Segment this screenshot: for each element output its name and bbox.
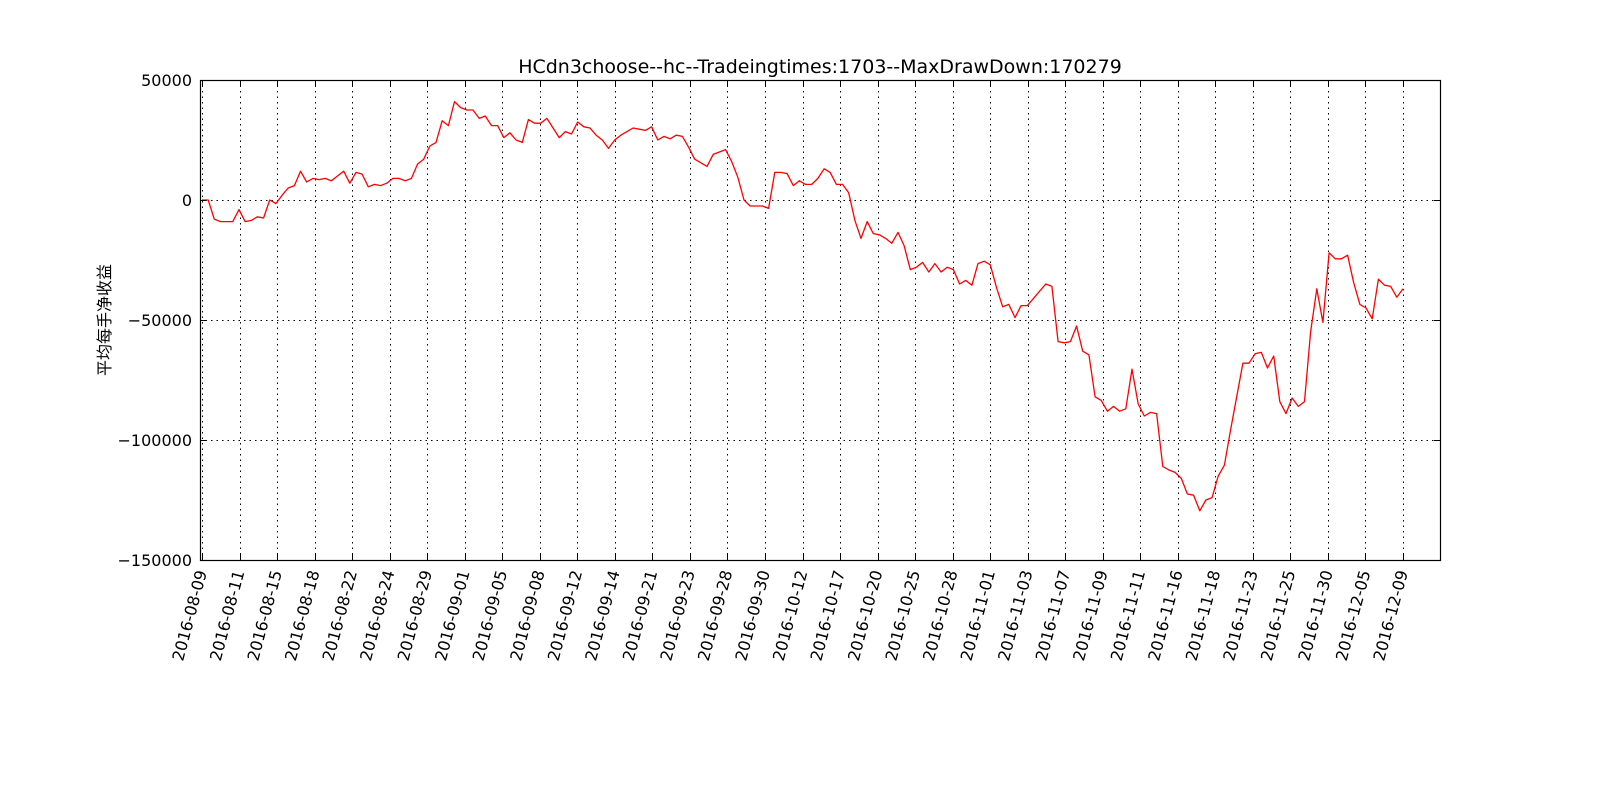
x-tick-label: 2016-08-29 (394, 568, 436, 663)
series-line (202, 100, 1404, 512)
y-tick-label: 0 (182, 191, 192, 210)
axis-ticks (200, 80, 1440, 561)
x-tick-label: 2016-10-17 (806, 568, 848, 663)
x-tick-label: 2016-11-09 (1069, 568, 1111, 663)
x-tick-label: 2016-08-24 (356, 568, 398, 663)
x-tick-label: 2016-11-16 (1144, 568, 1186, 663)
x-tick-label: 2016-08-09 (168, 568, 210, 663)
grid-lines (200, 80, 1440, 560)
x-tick-label: 2016-10-20 (844, 568, 886, 663)
series-layer (202, 100, 1404, 512)
y-tick-label: 50000 (141, 71, 192, 90)
x-tick-label: 2016-11-18 (1182, 568, 1224, 663)
plot-frame (199, 79, 1442, 562)
x-tick-label: 2016-08-22 (319, 568, 361, 663)
x-tick-label: 2016-10-12 (769, 568, 811, 663)
x-tick-label: 2016-10-25 (882, 568, 924, 663)
x-tick-label: 2016-12-09 (1369, 568, 1411, 663)
x-tick-label: 2016-09-14 (581, 568, 623, 663)
x-tick-label: 2016-09-08 (506, 568, 548, 663)
chart-title: HCdn3choose--hc--Tradeingtimes:1703--Max… (518, 56, 1122, 78)
x-tick-label: 2016-09-30 (731, 568, 773, 663)
y-tick-labels: 50000 0 −50000 −100000 −150000 (118, 71, 192, 570)
y-tick-label: −150000 (118, 551, 192, 570)
x-tick-label: 2016-08-15 (244, 568, 286, 663)
x-tick-label: 2016-11-11 (1107, 568, 1149, 663)
x-tick-label: 2016-09-23 (656, 568, 698, 663)
x-tick-label: 2016-11-03 (994, 568, 1036, 663)
x-tick-label: 2016-09-01 (431, 568, 473, 663)
x-tick-label: 2016-08-18 (281, 568, 323, 663)
x-tick-labels: 2016-08-092016-08-112016-08-152016-08-18… (168, 568, 1411, 663)
y-axis-label: 平均每手净收益 (95, 264, 114, 376)
x-tick-label: 2016-11-23 (1219, 568, 1261, 663)
x-tick-label: 2016-09-21 (619, 568, 661, 663)
x-tick-label: 2016-12-05 (1332, 568, 1374, 663)
x-tick-label: 2016-09-28 (694, 568, 736, 663)
x-tick-label: 2016-11-01 (957, 568, 999, 663)
x-tick-label: 2016-11-30 (1294, 568, 1336, 663)
x-tick-label: 2016-09-05 (469, 568, 511, 663)
x-tick-label: 2016-10-28 (919, 568, 961, 663)
x-tick-label: 2016-09-12 (544, 568, 586, 663)
x-tick-label: 2016-08-11 (206, 568, 248, 663)
y-tick-label: −100000 (118, 431, 192, 450)
y-tick-label: −50000 (128, 311, 192, 330)
x-tick-label: 2016-11-25 (1257, 568, 1299, 663)
x-tick-label: 2016-11-07 (1032, 568, 1074, 663)
